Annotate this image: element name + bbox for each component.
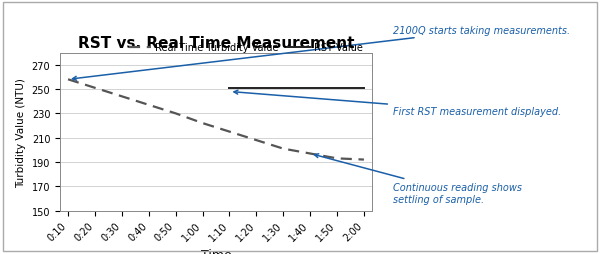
Line: Real Time Turbidity Value: Real Time Turbidity Value [68,80,364,160]
Real Time Turbidity Value [226,131,233,134]
Real Time Turbidity Value [172,112,179,115]
Real Time Turbidity Value [280,148,287,151]
Text: Continuous reading shows
settling of sample.: Continuous reading shows settling of sam… [314,154,522,204]
Legend: Real Time Turbidity Value, RST Value: Real Time Turbidity Value, RST Value [125,39,367,57]
Text: First RST measurement displayed.: First RST measurement displayed. [234,91,561,117]
Real Time Turbidity Value [118,96,125,99]
Real Time Turbidity Value [361,158,368,162]
RST Value [226,87,233,90]
Real Time Turbidity Value [64,78,71,82]
RST Value [280,87,287,90]
Real Time Turbidity Value [334,157,341,160]
Y-axis label: Turbidity Value (NTU): Turbidity Value (NTU) [16,77,26,187]
Real Time Turbidity Value [253,139,260,142]
Real Time Turbidity Value [91,87,98,90]
RST Value [334,87,341,90]
RST Value [307,87,314,90]
RST Value [253,87,260,90]
Real Time Turbidity Value [145,104,152,107]
RST Value [361,87,368,90]
Real Time Turbidity Value [307,152,314,155]
X-axis label: Time: Time [200,248,232,254]
Title: RST vs. Real Time Measurement: RST vs. Real Time Measurement [78,36,354,51]
Text: 2100Q starts taking measurements.: 2100Q starts taking measurements. [73,25,570,81]
Real Time Turbidity Value [199,122,206,125]
